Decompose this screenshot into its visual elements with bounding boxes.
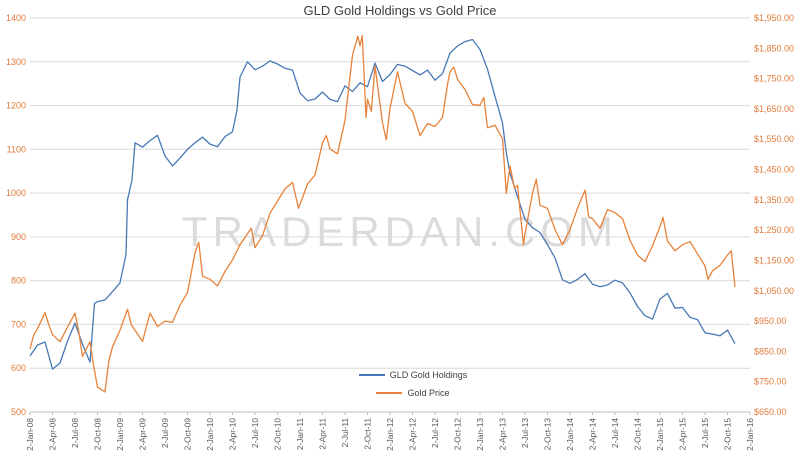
x-axis-tick-label: 2-Jan-11 (295, 418, 305, 451)
right-axis-tick-label: $1,150.00 (754, 256, 794, 266)
right-axis-tick-label: $1,950.00 (754, 13, 794, 23)
left-axis-tick-label: 1400 (6, 13, 26, 23)
x-axis-tick-label: 2-Jul-12 (430, 418, 440, 448)
legend-entry-gld-holdings: GLD Gold Holdings (358, 370, 468, 380)
right-axis-tick-label: $750.00 (754, 377, 787, 387)
x-axis-tick-label: 2-Jan-10 (205, 418, 215, 451)
legend-swatch (376, 392, 403, 394)
left-axis-tick-label: 800 (11, 276, 26, 286)
right-axis-tick-label: $1,750.00 (754, 74, 794, 84)
legend-label-gld-holdings: GLD Gold Holdings (389, 370, 468, 380)
x-axis-tick-label: 2-Jan-12 (385, 418, 395, 451)
x-axis-tick-label: 2-Jul-14 (610, 418, 620, 448)
x-axis-tick-label: 2-Jul-09 (160, 418, 170, 448)
x-axis-tick-label: 2-Oct-13 (543, 418, 553, 451)
left-axis-tick-label: 1300 (6, 57, 26, 67)
x-axis-tick-label: 2-Jul-13 (520, 418, 530, 448)
x-axis-tick-label: 2-Apr-08 (48, 418, 58, 451)
x-axis-tick-label: 2-Apr-09 (138, 418, 148, 451)
x-axis-tick-label: 2-Oct-12 (453, 418, 463, 451)
left-axis-tick-label: 600 (11, 363, 26, 373)
x-axis-tick-label: 2-Oct-09 (183, 418, 193, 451)
gold-price-line (29, 34, 736, 393)
x-axis-tick-label: 2-Jan-14 (565, 418, 575, 451)
right-axis-tick-label: $950.00 (754, 316, 787, 326)
x-axis-tick-label: 2-Apr-12 (408, 418, 418, 451)
x-axis-tick-label: 2-Jul-11 (340, 418, 350, 448)
right-axis-tick-label: $1,850.00 (754, 43, 794, 53)
chart-title: GLD Gold Holdings vs Gold Price (303, 3, 497, 18)
x-axis-tick-label: 2-Oct-10 (273, 418, 283, 451)
x-axis-tick-label: 2-Jul-15 (700, 418, 710, 448)
x-axis-tick-label: 2-Apr-15 (678, 418, 688, 451)
right-axis-tick-label: $1,550.00 (754, 134, 794, 144)
x-axis-tick-label: 2-Jan-16 (745, 418, 755, 451)
x-axis-tick-label: 2-Apr-13 (498, 418, 508, 451)
x-axis-tick-label: 2-Oct-15 (723, 418, 733, 451)
x-axis-tick-label: 2-Apr-10 (228, 418, 238, 451)
right-axis-tick-label: $1,650.00 (754, 104, 794, 114)
x-axis-tick-label: 2-Apr-11 (318, 418, 328, 450)
right-axis-tick-label: $650.00 (754, 407, 787, 417)
x-axis-tick-label: 2-Jul-08 (70, 418, 80, 448)
left-axis-tick-label: 500 (11, 407, 26, 417)
right-axis-tick-label: $850.00 (754, 346, 787, 356)
left-axis-tick-label: 700 (11, 319, 26, 329)
x-axis-tick-label: 2-Jan-13 (475, 418, 485, 451)
left-axis-tick-label: 1200 (6, 101, 26, 111)
right-axis-tick-label: $1,450.00 (754, 165, 794, 175)
legend-label-gold-price: Gold Price (407, 388, 450, 398)
legend-entry-gold-price: Gold Price (376, 388, 450, 398)
right-axis-tick-label: $1,050.00 (754, 286, 794, 296)
x-axis-tick-label: 2-Oct-08 (93, 418, 103, 451)
right-axis-tick-label: $1,350.00 (754, 195, 794, 205)
x-axis-tick-label: 2-Apr-14 (588, 418, 598, 451)
chart-legend: GLD Gold Holdings Gold Price (338, 370, 488, 398)
right-axis-tick-label: $1,250.00 (754, 225, 794, 235)
gld-holdings-line (29, 38, 736, 370)
left-axis-tick-label: 1100 (7, 144, 26, 154)
x-axis-tick-label: 2-Jan-09 (115, 418, 125, 451)
x-axis-tick-label: 2-Oct-11 (363, 418, 373, 450)
x-axis-tick-label: 2-Jan-08 (25, 418, 35, 451)
left-axis-tick-label: 1000 (6, 188, 26, 198)
left-axis-tick-label: 900 (11, 232, 26, 242)
x-axis-tick-label: 2-Oct-14 (633, 418, 643, 451)
x-axis-tick-label: 2-Jul-10 (250, 418, 260, 448)
x-axis-tick-label: 2-Jan-15 (655, 418, 665, 451)
legend-swatch (358, 374, 385, 376)
